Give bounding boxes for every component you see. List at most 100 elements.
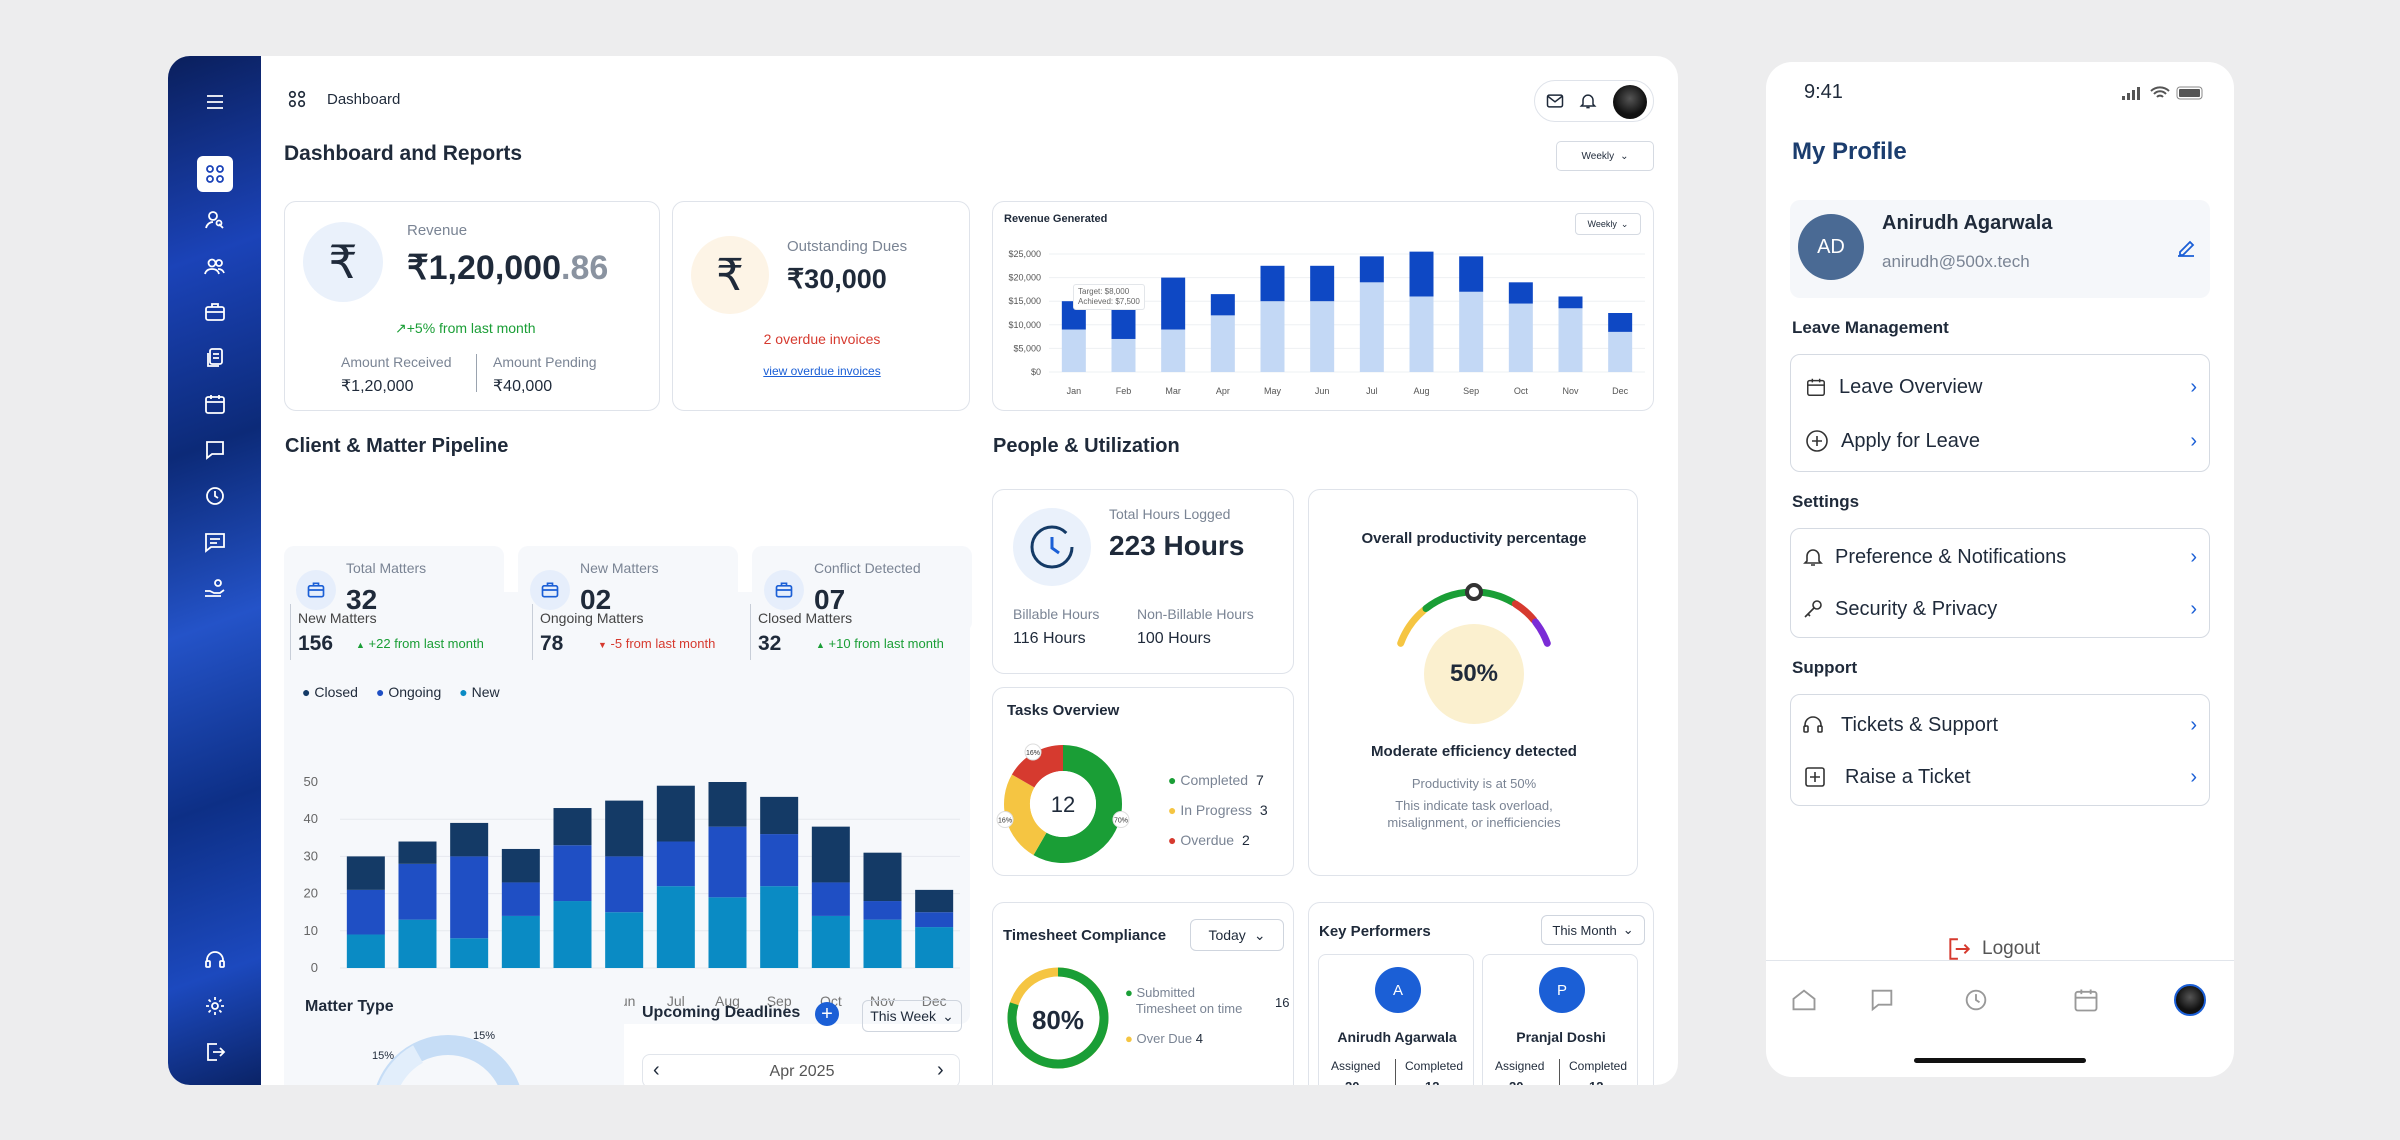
matters-bar-closed — [760, 796, 799, 835]
performer-card[interactable]: A Anirudh Agarwala Assigned Completed 20… — [1318, 954, 1474, 1085]
apps-icon[interactable] — [286, 88, 308, 115]
revenue-chart-card: Revenue Generated Weekly ⌄ $25,000 $20,000… — [992, 201, 1654, 411]
assigned-value: 20 — [1345, 1079, 1359, 1085]
user-search-icon[interactable] — [197, 202, 233, 238]
prev-month-icon[interactable]: ‹ — [653, 1059, 660, 1081]
preferences-row[interactable]: Preference & Notifications › — [1791, 531, 2211, 583]
legend-new: ● New — [459, 684, 500, 700]
raise-ticket-row[interactable]: Raise a Ticket › — [1791, 751, 2211, 803]
matter-change: ▼ -5 from last month — [598, 636, 716, 651]
security-label: Security & Privacy — [1835, 597, 1998, 620]
briefcase-icon[interactable] — [197, 294, 233, 330]
revenue-bar-base — [1111, 338, 1136, 372]
revenue-bar-base — [1359, 282, 1384, 372]
y-tick-label: $10,000 — [1008, 320, 1041, 330]
documents-icon[interactable] — [197, 340, 233, 376]
profile-tab-avatar[interactable] — [2174, 984, 2206, 1016]
key-performers-card: Key Performers This Month ⌄ — [1308, 902, 1654, 1085]
sidebar — [168, 56, 261, 1085]
timer-icon — [1013, 508, 1091, 586]
menu-icon[interactable] — [197, 84, 233, 120]
revenue-bar-base — [1260, 301, 1285, 372]
performer-divider — [1559, 1059, 1560, 1085]
rupee-icon: ₹ — [691, 236, 769, 314]
revenue-bar-top — [1260, 265, 1285, 302]
performers-filter[interactable]: This Month ⌄ — [1541, 915, 1645, 945]
apply-leave-row[interactable]: Apply for Leave › — [1791, 415, 2211, 467]
donut-center-value: 12 — [1051, 792, 1075, 817]
chevron-down-icon: ⌄ — [1253, 926, 1266, 943]
leave-overview-row[interactable]: Leave Overview › — [1791, 361, 2211, 413]
matter-change: ▲ +10 from last month — [816, 636, 944, 651]
briefcase-icon — [764, 570, 804, 610]
matters-bar-closed — [915, 889, 954, 913]
slice-label: 70% — [1114, 818, 1128, 825]
home-icon[interactable] — [1790, 986, 1818, 1014]
slice-label: 16% — [998, 818, 1012, 825]
matter-change: ▲ +22 from last month — [356, 636, 484, 651]
settings-icon[interactable] — [197, 988, 233, 1024]
assigned-value: 20 — [1509, 1079, 1523, 1085]
hand-coins-icon[interactable] — [197, 570, 233, 606]
calendar-icon[interactable] — [2072, 986, 2100, 1014]
next-month-icon[interactable]: › — [937, 1059, 944, 1081]
avatar[interactable] — [1613, 85, 1647, 119]
logout-button[interactable]: Logout — [1946, 936, 2040, 962]
bell-icon[interactable] — [1578, 91, 1598, 116]
clock-icon[interactable] — [197, 478, 233, 514]
people-title: People & Utilization — [993, 435, 1180, 457]
matters-bar-ongoing — [605, 856, 644, 913]
users-icon[interactable] — [197, 248, 233, 284]
headset-icon[interactable] — [197, 942, 233, 978]
logout-icon[interactable] — [197, 1034, 233, 1070]
matter-value: 156 — [298, 632, 334, 655]
settings-header: Settings — [1792, 492, 1860, 511]
chevron-down-icon: ⌄ — [942, 1007, 954, 1024]
logout-icon — [1949, 938, 1971, 960]
performer-card[interactable]: P Pranjal Doshi Assigned Completed 20 12 — [1482, 954, 1638, 1085]
dashboard-icon[interactable] — [197, 156, 233, 192]
matters-bar-closed — [553, 808, 592, 846]
calendar-icon[interactable] — [197, 386, 233, 422]
task-legend-item: ● Completed 7 — [1168, 772, 1264, 788]
tooltip-achieved: Achieved: $7,500 — [1078, 297, 1140, 306]
period-select[interactable]: Weekly ⌄ — [1556, 141, 1654, 171]
y-tick-label: 0 — [311, 960, 318, 975]
breadcrumb[interactable]: Dashboard — [327, 91, 401, 108]
productivity-line2: This indicate task overload, — [1395, 798, 1553, 813]
view-overdue-link[interactable]: view overdue invoices — [763, 364, 881, 378]
matters-bar-ongoing — [863, 901, 902, 920]
profile-name: Anirudh Agarwala — [1882, 212, 2053, 234]
revenue-bar-top — [1310, 265, 1335, 302]
mail-icon[interactable] — [1545, 91, 1565, 116]
settings-group: Preference & Notifications › Security & P… — [1790, 528, 2210, 638]
chart-period-select[interactable]: Weekly ⌄ — [1575, 213, 1641, 235]
matter-divider — [290, 604, 291, 660]
deadlines-filter[interactable]: This Week ⌄ — [862, 1000, 962, 1032]
clock-icon[interactable] — [1962, 986, 1990, 1014]
security-row[interactable]: Security & Privacy › — [1791, 583, 2211, 635]
chat-icon[interactable] — [1868, 986, 1896, 1014]
task-legend-item: ● In Progress 3 — [1168, 802, 1268, 818]
add-deadline-button[interactable]: + — [815, 1002, 839, 1026]
x-tick-label: Dec — [1612, 386, 1629, 396]
x-tick-label: Mar — [1165, 386, 1181, 396]
matters-bar-closed — [501, 848, 540, 883]
timesheet-filter[interactable]: Today ⌄ — [1190, 919, 1284, 951]
edit-icon[interactable] — [2174, 236, 2198, 265]
logout-label: Logout — [1982, 938, 2041, 959]
stat-label: Total Matters — [346, 560, 427, 576]
hours-card: Total Hours Logged 223 Hours Billable Ho… — [992, 489, 1294, 674]
rupee-icon: ₹ — [303, 222, 383, 302]
tickets-row[interactable]: Tickets & Support › — [1791, 699, 2211, 751]
y-tick-label: 10 — [304, 923, 318, 938]
matter-value: 32 — [758, 632, 782, 655]
matters-bar-ongoing — [760, 834, 799, 887]
chat-icon[interactable] — [197, 432, 233, 468]
matters-bar-closed — [605, 800, 644, 857]
revenue-card: ₹ Revenue ₹1,20,000.86 ↗+5% from last mo… — [284, 201, 660, 411]
chart-period-value: Weekly — [1587, 219, 1617, 229]
page-title: Dashboard and Reports — [284, 142, 523, 165]
revenue-bar-base — [1508, 303, 1533, 372]
reports-icon[interactable] — [197, 524, 233, 560]
